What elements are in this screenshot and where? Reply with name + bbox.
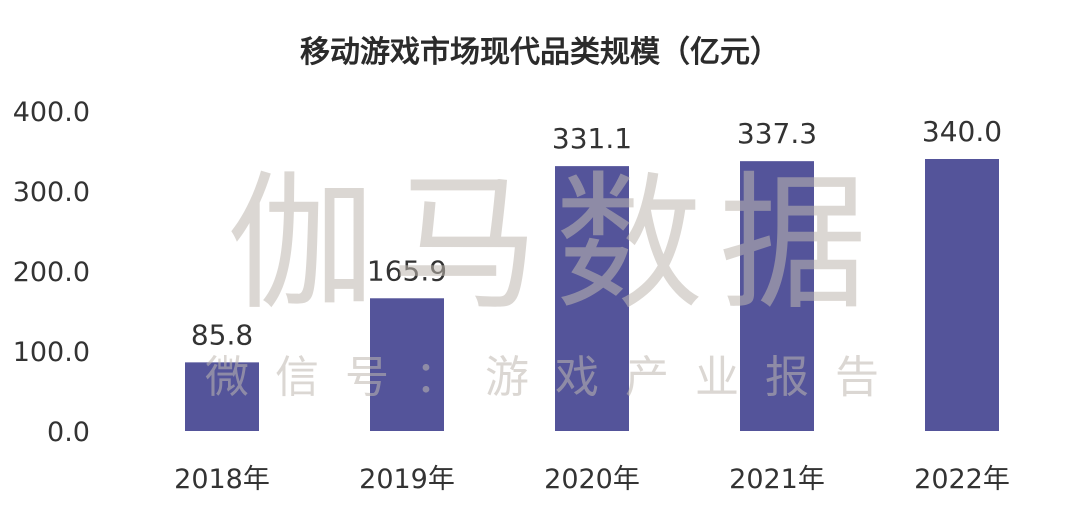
x-category-label: 2021年 xyxy=(729,464,825,495)
y-tick-label: 0.0 xyxy=(47,417,90,448)
data-labels: 85.8 165.9 331.1 337.3 340.0 xyxy=(191,115,1002,351)
chart-title: 移动游戏市场现代品类规模（亿元） xyxy=(300,35,780,70)
bar xyxy=(370,298,444,431)
bars xyxy=(185,159,999,431)
y-tick-label: 400.0 xyxy=(13,97,90,128)
y-tick-label: 300.0 xyxy=(13,177,90,208)
x-category-label: 2018年 xyxy=(174,464,270,495)
bar-value-label: 340.0 xyxy=(922,115,1002,148)
bar-value-label: 165.9 xyxy=(367,254,447,287)
x-category-label: 2020年 xyxy=(544,464,640,495)
bar xyxy=(925,159,999,431)
x-axis: 2018年 2019年 2020年 2021年 2022年 xyxy=(174,464,1010,495)
y-axis: 0.0 100.0 200.0 300.0 400.0 xyxy=(13,97,90,448)
x-category-label: 2019年 xyxy=(359,464,455,495)
x-category-label: 2022年 xyxy=(914,464,1010,495)
y-tick-label: 200.0 xyxy=(13,257,90,288)
bar xyxy=(555,166,629,431)
bar xyxy=(185,362,259,431)
bar xyxy=(740,161,814,431)
y-tick-label: 100.0 xyxy=(13,337,90,368)
bar-value-label: 331.1 xyxy=(552,122,632,155)
bar-value-label: 337.3 xyxy=(737,117,817,150)
bar-value-label: 85.8 xyxy=(191,318,253,351)
